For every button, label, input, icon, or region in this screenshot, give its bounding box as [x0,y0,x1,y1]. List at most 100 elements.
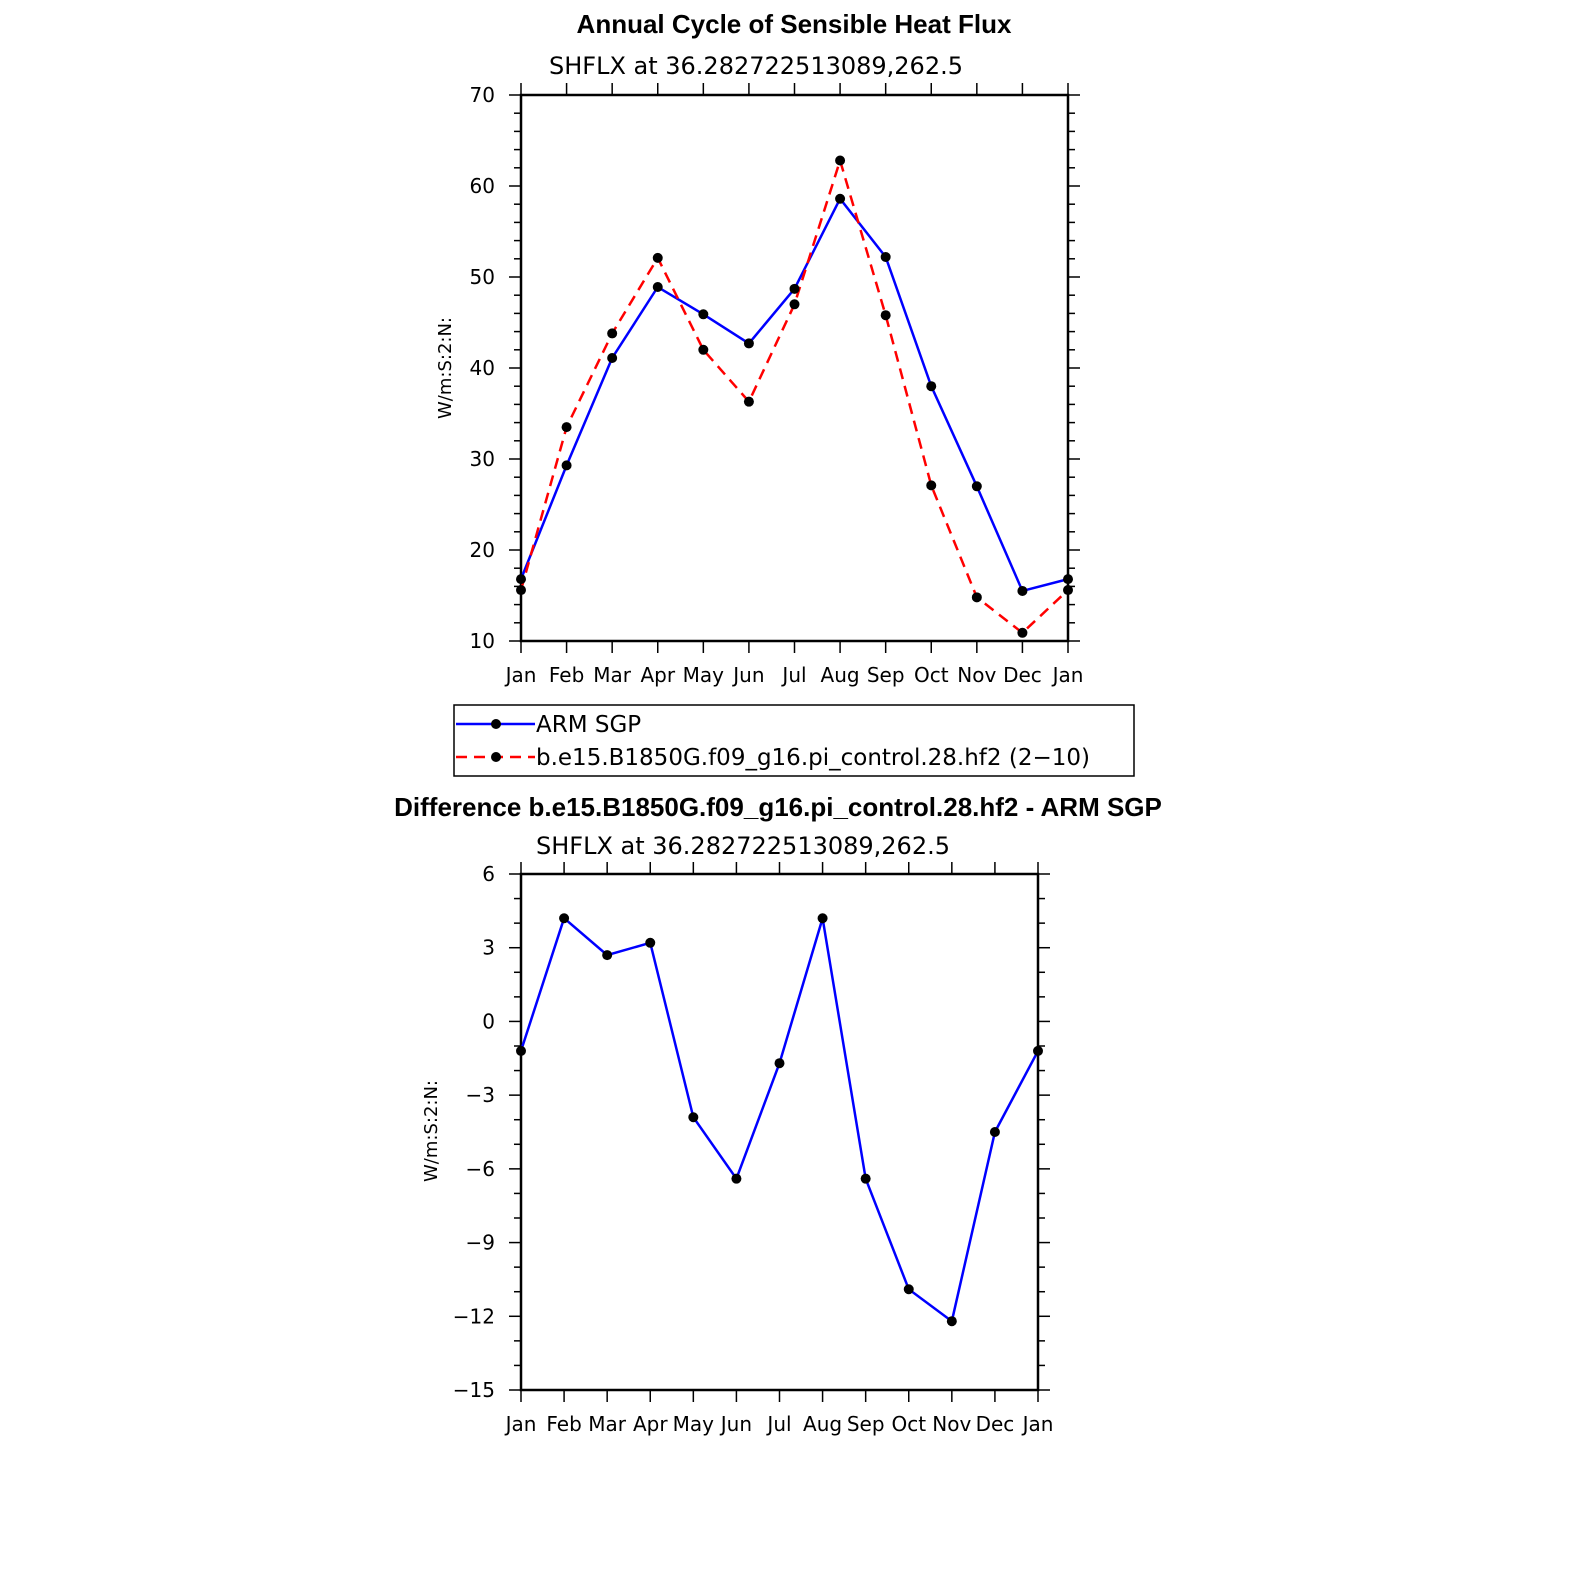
chart1-ytick-label: 20 [470,538,495,562]
chart2-ytick-label: −15 [453,1378,495,1402]
chart2-series-0-point [516,1045,526,1056]
chart1-ytick-label: 60 [470,174,495,198]
chart2-series-0-point [946,1316,957,1327]
chart1-xtick-label: Mar [593,663,632,687]
chart2-title: Difference b.e15.B1850G.f09_g16.pi_contr… [394,792,1162,822]
chart1-series-0-line [519,196,1069,593]
chart1-legend: ARM SGP b.e15.B1850G.f09_g16.pi_control.… [453,704,1135,777]
chart1-series-0-point [516,574,526,585]
chart1-series-0-point [880,251,891,262]
chart1-series-1-point [835,155,846,166]
chart1-ylabel: W/m:S:2:N: [435,317,456,419]
chart1-xtick-label: Jul [780,663,806,687]
chart2-series-0-point [989,1127,1000,1137]
chart2-series-0-point [817,913,828,924]
chart1-xtick-label: Nov [957,663,996,687]
chart1-xtick-label: Sep [867,663,905,687]
chart1-series-0-point [698,309,709,320]
chart1-frame [519,93,1070,643]
chart2-ytick-label: 0 [482,1009,495,1033]
chart2-xtick-label: Nov [932,1412,971,1436]
chart2-series-0-point [559,913,570,924]
chart2-ytick-label: 6 [482,862,495,886]
legend-label-arm-sgp: ARM SGP [536,712,641,738]
chart1-series-0-point [607,352,618,363]
chart2-subtitle: SHFLX at 36.282722513089,262.5 [536,832,950,860]
chart1-subtitle: SHFLX at 36.282722513089,262.5 [549,52,963,80]
chart2-series-0-point [688,1112,699,1123]
chart1-xtick-label: Feb [549,663,584,687]
chart2-xtick-label: Dec [976,1412,1015,1436]
chart1-series-1-line [519,156,1069,635]
chart2-ylabel: W/m:S:2:N: [421,1080,442,1182]
chart1-series-1-point [789,299,800,310]
chart1-series-1-point [880,310,891,321]
chart1-series-1-point [561,422,572,433]
legend-box [453,704,1135,777]
chart1-series-0-point [743,338,754,349]
chart2-xtick-label: Sep [847,1412,885,1436]
chart2-frame [519,872,1040,1392]
chart1-xtick-label: Jun [731,663,764,687]
chart2-xtick-label: Aug [803,1412,842,1436]
chart2-series-0-point [602,950,613,961]
legend-marker-arm-sgp [491,719,501,729]
chart1-ytick-label: 10 [470,629,495,653]
chart1-series-1-point [743,396,754,407]
chart1-xtick-label: Apr [640,663,675,687]
chart2-xtick-label: Feb [546,1412,581,1436]
chart2-ytick-label: −12 [453,1304,495,1328]
chart1-series-1-point [971,592,982,603]
chart1-plot: 10 20 30 40 50 60 70 Jan Feb Mar Apr May Jun Jul Aug Se… [470,83,1084,687]
chart1-series-1-point [607,328,618,339]
chart2-series-0-point [774,1058,785,1069]
chart1-series-1-point [1063,585,1073,596]
chart1-series-0-point [789,283,800,294]
chart1-xtick-label: Jan [1051,663,1084,687]
chart2-xtick-label: Oct [891,1412,926,1436]
chart1-series-0-point [652,282,663,293]
chart2-series-0-point [645,937,656,948]
chart2-series-0-point [860,1173,871,1184]
legend-marker-model [491,752,501,762]
chart2-xtick-label: Jun [719,1412,752,1436]
chart2-xtick-label: Apr [633,1412,668,1436]
chart1-series-0-point [561,460,572,471]
chart1-series-0-point [835,193,846,204]
chart2-xtick-label: Jan [1021,1412,1054,1436]
chart2-series-0-point [903,1284,914,1295]
chart2-ytick-label: −9 [466,1231,495,1255]
chart1-series-0-point [1017,585,1028,596]
legend-label-model: b.e15.B1850G.f09_g16.pi_control.28.hf2 (… [536,745,1090,771]
chart1-xtick-label: Aug [821,663,860,687]
chart2-plot: −15 −12 −9 −6 −3 0 3 6 Jan Feb Mar Apr May Jun Jul Aug S… [453,862,1054,1436]
chart1-series-1-point [698,344,709,355]
chart2-ytick-label: −6 [466,1157,495,1181]
chart1-series-0-point [926,381,937,392]
chart1-ytick-label: 70 [470,83,495,107]
chart2-xtick-label: May [673,1412,715,1436]
chart1-series-0-point [1063,574,1073,585]
chart1-series-1-point [926,480,937,491]
chart1-series-1-point [652,252,663,263]
chart1-series-0-point [971,481,982,492]
chart2-ytick-label: 3 [482,936,495,960]
chart1-ytick-label: 30 [470,447,495,471]
chart1-ytick-label: 40 [470,356,495,380]
chart1-xtick-label: Jan [504,663,537,687]
chart2-xtick-label: Jul [765,1412,791,1436]
chart2-xtick-label: Mar [588,1412,627,1436]
chart1-ytick-label: 50 [470,265,495,289]
chart2-series-0-point [731,1173,742,1184]
chart1-series-1-point [516,585,526,596]
chart1-xtick-label: May [683,663,725,687]
chart1-series-1-point [1017,627,1028,638]
chart2-series-0-line [519,916,1040,1324]
chart1-title: Annual Cycle of Sensible Heat Flux [577,9,1012,39]
chart2-series-0-point [1033,1045,1043,1056]
chart2-ytick-label: −3 [466,1083,495,1107]
chart2-xtick-label: Jan [504,1412,537,1436]
chart1-xtick-label: Oct [914,663,949,687]
chart1-xtick-label: Dec [1003,663,1042,687]
